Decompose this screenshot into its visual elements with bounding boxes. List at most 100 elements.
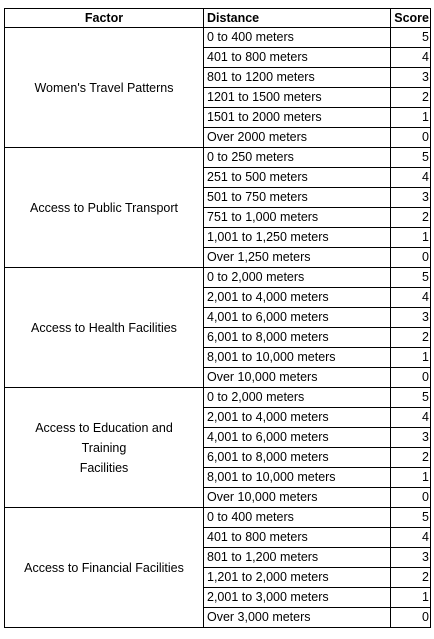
table-row: Access to Health Facilities 0 to 2,000 me…: [4, 267, 431, 388]
score-cell: 2: [390, 207, 431, 228]
distance-cell: 401 to 800 meters: [203, 527, 391, 548]
factor-label-line: Access to Public Transport: [30, 200, 178, 215]
distance-cell: 801 to 1,200 meters: [203, 547, 391, 568]
header-distance: Distance: [203, 8, 391, 28]
table-row: 1201 to 1500 meters 2: [5, 87, 431, 108]
score-cell: 0: [390, 247, 431, 268]
score-cell: 3: [390, 67, 431, 88]
score-cell: 4: [390, 287, 431, 308]
factor-cell: Access to Health Facilities: [4, 267, 204, 388]
table-row: 751 to 1,000 meters 2: [5, 207, 431, 228]
header-score: Score: [390, 8, 431, 28]
table-row: Over 2000 meters 0: [5, 127, 431, 148]
factor-label-line: Access to Financial Facilities: [24, 560, 184, 575]
factor-cell: Access to Public Transport: [4, 147, 204, 268]
table-body: Women's Travel Patterns 0 to 400 meters 5 4…: [4, 27, 431, 628]
distance-cell: 6,001 to 8,000 meters: [203, 327, 391, 348]
distance-cell: 1201 to 1500 meters: [203, 87, 391, 108]
score-cell: 2: [390, 327, 431, 348]
distance-cell: 6,001 to 8,000 meters: [203, 447, 391, 468]
factor-label-line: Access to Health Facilities: [31, 320, 177, 335]
distance-cell: Over 2000 meters: [203, 127, 391, 148]
factor-score-table: Factor Distance Score Women's Travel Pat…: [4, 8, 431, 628]
table-row: Access to Education and Training Facilitie…: [4, 387, 431, 508]
factor-label-line: Women's Travel Patterns: [34, 80, 174, 95]
score-cell: 5: [390, 27, 431, 48]
table-row: 6,001 to 8,000 meters 2: [5, 327, 431, 348]
distance-cell: Over 3,000 meters: [203, 607, 391, 628]
score-cell: 2: [390, 87, 431, 108]
distance-cell: 501 to 750 meters: [203, 187, 391, 208]
distance-cell: 8,001 to 10,000 meters: [203, 347, 391, 368]
score-cell: 0: [390, 367, 431, 388]
score-cell: 0: [390, 127, 431, 148]
distance-cell: Over 10,000 meters: [203, 487, 391, 508]
distance-cell: 2,001 to 4,000 meters: [203, 407, 391, 428]
table-row: 8,001 to 10,000 meters 1: [5, 347, 431, 368]
distance-cell: 251 to 500 meters: [203, 167, 391, 188]
score-cell: 3: [390, 427, 431, 448]
score-cell: 2: [390, 447, 431, 468]
distance-cell: 0 to 2,000 meters: [203, 387, 391, 408]
table-row: 2,001 to 3,000 meters 1: [5, 587, 431, 608]
score-cell: 1: [390, 107, 431, 128]
score-cell: 0: [390, 487, 431, 508]
score-cell: 5: [390, 147, 431, 168]
distance-cell: 2,001 to 3,000 meters: [203, 587, 391, 608]
score-cell: 3: [390, 187, 431, 208]
score-cell: 5: [390, 507, 431, 528]
factor-label-line: Facilities: [79, 460, 129, 475]
score-cell: 4: [390, 47, 431, 68]
score-cell: 2: [390, 567, 431, 588]
score-cell: 4: [390, 407, 431, 428]
factor-cell: Access to Education and Training Facilitie…: [4, 387, 204, 508]
distance-cell: 4,001 to 6,000 meters: [203, 427, 391, 448]
header-factor: Factor: [4, 8, 204, 28]
distance-cell: 0 to 400 meters: [203, 507, 391, 528]
table-row: 401 to 800 meters 4: [5, 47, 431, 68]
factor-cell: Women's Travel Patterns: [4, 27, 204, 148]
table-row: 4,001 to 6,000 meters 3: [5, 427, 431, 448]
distance-cell: Over 10,000 meters: [203, 367, 391, 388]
score-cell: 1: [390, 227, 431, 248]
distance-cell: 8,001 to 10,000 meters: [203, 467, 391, 488]
score-cell: 0: [390, 607, 431, 628]
score-cell: 4: [390, 527, 431, 548]
distance-cell: 1,201 to 2,000 meters: [203, 567, 391, 588]
table-row: Access to Financial Facilities 0 to 400 m…: [4, 507, 431, 628]
table-row: 1,201 to 2,000 meters 2: [5, 567, 431, 588]
factor-cell: Access to Financial Facilities: [4, 507, 204, 628]
table-row: 8,001 to 10,000 meters 1: [5, 467, 431, 488]
table-row: 2,001 to 4,000 meters 4: [5, 287, 431, 308]
table-row: Women's Travel Patterns 0 to 400 meters 5: [4, 27, 431, 148]
distance-cell: 4,001 to 6,000 meters: [203, 307, 391, 328]
distance-cell: Over 1,250 meters: [203, 247, 391, 268]
table-row: Over 3,000 meters 0: [5, 607, 431, 628]
score-cell: 1: [390, 467, 431, 488]
header-row: Factor Distance Score: [4, 8, 431, 28]
distance-cell: 0 to 400 meters: [203, 27, 391, 48]
table-row: 6,001 to 8,000 meters 2: [5, 447, 431, 468]
distance-cell: 0 to 2,000 meters: [203, 267, 391, 288]
distance-cell: 751 to 1,000 meters: [203, 207, 391, 228]
distance-cell: 1,001 to 1,250 meters: [203, 227, 391, 248]
table-row: Access to Public Transport 0 to 250 meter…: [4, 147, 431, 268]
distance-cell: 2,001 to 4,000 meters: [203, 287, 391, 308]
score-cell: 1: [390, 587, 431, 608]
table-row: 2,001 to 4,000 meters 4: [5, 407, 431, 428]
score-cell: 1: [390, 347, 431, 368]
table-row: 501 to 750 meters 3: [5, 187, 431, 208]
table-row: Over 1,250 meters 0: [5, 247, 431, 268]
score-cell: 4: [390, 167, 431, 188]
factor-label-line: Access to Education and: [35, 420, 173, 435]
distance-cell: 801 to 1200 meters: [203, 67, 391, 88]
score-cell: 3: [390, 547, 431, 568]
table-row: Over 10,000 meters 0: [5, 367, 431, 388]
distance-cell: 1501 to 2000 meters: [203, 107, 391, 128]
score-cell: 5: [390, 267, 431, 288]
distance-cell: 401 to 800 meters: [203, 47, 391, 68]
factor-label-line: Training: [81, 440, 127, 455]
distance-cell: 0 to 250 meters: [203, 147, 391, 168]
score-table-container: Factor Distance Score Women's Travel Pat…: [4, 8, 431, 628]
score-cell: 5: [390, 387, 431, 408]
